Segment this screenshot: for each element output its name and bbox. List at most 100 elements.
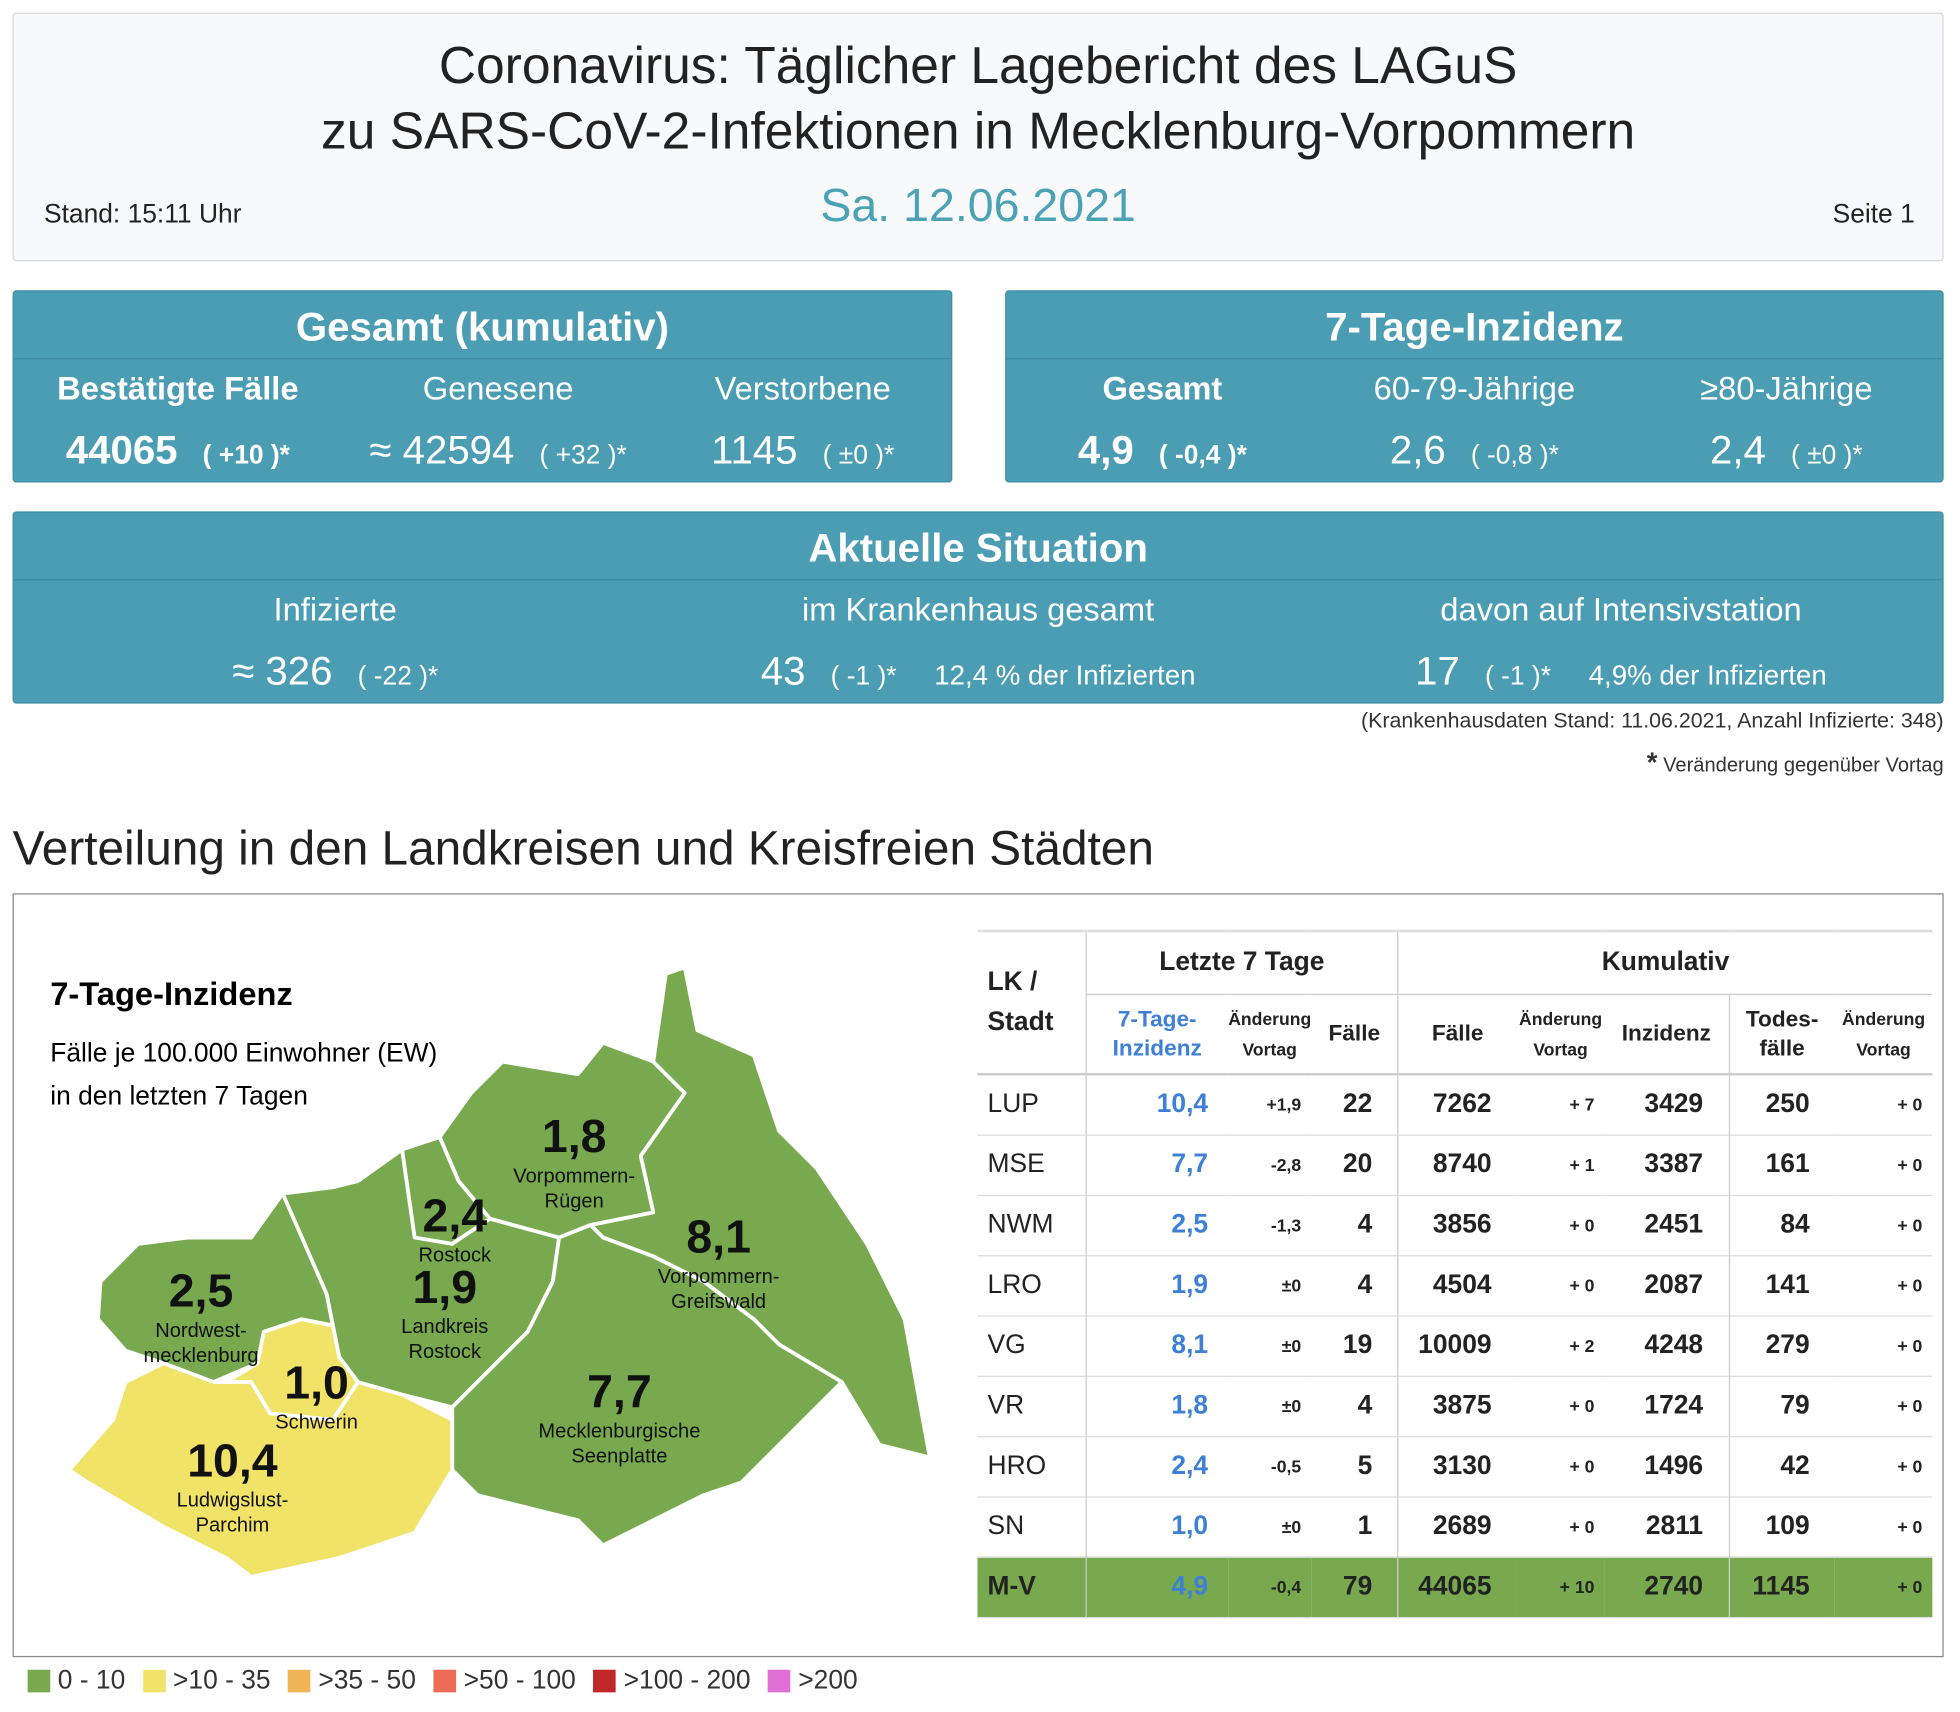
legend-label: 0 - 10 <box>57 1665 126 1695</box>
value: 1145 <box>711 427 798 473</box>
label-row: Gesamt 60-79-Jährige ≥80-Jährige <box>1006 369 1942 408</box>
table-row: LRO 1,9 ±0 4 4504 + 0 2087 141 + 0 <box>977 1255 1933 1316</box>
table-cell: + 0 <box>1897 1456 1923 1477</box>
region-value: 1,8 <box>542 1110 607 1162</box>
table-cell: 1,9 <box>1084 1255 1229 1316</box>
legend-label: >50 - 100 <box>463 1665 576 1695</box>
cell: 2,6 ( -0,8 )* <box>1318 427 1630 473</box>
table-cell: 109 <box>1728 1496 1835 1557</box>
table-cell: 2,4 <box>1084 1436 1229 1497</box>
table-cell: + 0 <box>1569 1395 1595 1416</box>
cell: 2,4 ( ±0 )* <box>1630 427 1942 473</box>
table-cell: VR <box>987 1390 1025 1420</box>
table-cell: + 0 <box>1569 1516 1595 1537</box>
table-cell: ±0 <box>1281 1516 1302 1537</box>
table-cell: LUP <box>987 1089 1039 1119</box>
cell: 60-79-Jährige <box>1318 369 1630 408</box>
cell: 4,9 ( -0,4 )* <box>1006 427 1318 473</box>
header-line: Änderung <box>1228 1008 1312 1029</box>
header-cell: LK / Stadt <box>977 929 1086 1076</box>
region-name: mecklenburg <box>144 1345 259 1367</box>
table-cell: 4504 <box>1397 1255 1517 1316</box>
column-header: 7-Tage- Inzidenz <box>1084 993 1229 1076</box>
legend-item: >35 - 50 <box>288 1666 416 1696</box>
legend-item: >200 <box>768 1666 858 1696</box>
header-line: LK / <box>987 967 1038 997</box>
cell: Bestätigte Fälle <box>14 369 342 408</box>
total-row: M-V 4,9 -0,4 79 44065 + 10 2740 1145 + 0 <box>977 1556 1933 1617</box>
region-name: Mecklenburgische <box>538 1420 700 1442</box>
table-cell: 4 <box>1357 1209 1373 1239</box>
value-row: 4,9 ( -0,4 )* 2,6 ( -0,8 )* 2,4 ( ±0 )* <box>1006 427 1942 473</box>
table-row: MSE 7,7 -2,8 20 8740 + 1 3387 161 + 0 <box>977 1134 1933 1195</box>
table-cell: ±0 <box>1281 1275 1302 1296</box>
header-line: Vortag <box>1533 1038 1588 1059</box>
label-row: Infizierte im Krankenhaus gesamt davon auf… <box>14 591 1943 630</box>
cell: davon auf Intensivstation <box>1300 591 1943 630</box>
section-title: Verteilung in den Landkreisen und Kreisf… <box>12 822 1154 876</box>
region-name: Rostock <box>419 1244 493 1266</box>
region-name: Vorpommern- <box>513 1165 635 1187</box>
legend-item: >10 - 35 <box>142 1666 271 1696</box>
change: ( -0,8 )* <box>1470 440 1559 470</box>
table-cell: + 0 <box>1897 1395 1923 1416</box>
table-cell: ±0 <box>1281 1335 1302 1356</box>
table-cell: ±0 <box>1281 1395 1302 1416</box>
header-line: Vortag <box>1856 1038 1911 1059</box>
label-row: Bestätigte Fälle Genesene Verstorbene <box>14 369 951 408</box>
value: 2,6 <box>1389 427 1446 473</box>
cell: Infizierte <box>14 591 657 630</box>
legend-swatch <box>288 1669 311 1693</box>
label: 60-79-Jährige <box>1373 369 1576 408</box>
cell: im Krankenhaus gesamt <box>657 591 1300 630</box>
table-cell: 3856 <box>1397 1194 1517 1256</box>
table-cell: + 10 <box>1559 1576 1595 1597</box>
page-number: Seite 1 <box>1832 199 1915 229</box>
table-cell: 44065 <box>1397 1556 1517 1617</box>
header-line: 7-Tage- <box>1117 1006 1197 1032</box>
value-row: ≈ 326 ( -22 )* 43 ( -1 )* 12,4 % der Infizie… <box>14 648 1943 694</box>
value: 4,9 <box>1077 427 1134 473</box>
legend-swatch <box>593 1669 617 1693</box>
change: ( -1 )* <box>1485 662 1551 692</box>
header-line: Inzidenz <box>1621 1020 1711 1046</box>
table-cell: 1,8 <box>1084 1375 1229 1437</box>
header-line: Inzidenz <box>1112 1034 1202 1061</box>
table-cell: + 0 <box>1569 1214 1595 1236</box>
value-row: 44065 ( +10 )* ≈ 42594 ( +32 )* 1145 ( ±0 )* <box>14 427 951 473</box>
legend-label: >200 <box>798 1665 858 1695</box>
table-cell: 1 <box>1357 1511 1373 1541</box>
table-cell: M-V <box>987 1571 1036 1601</box>
table-cell: 2,5 <box>1084 1194 1229 1256</box>
region-value: 7,7 <box>587 1365 652 1417</box>
table-cell: MSE <box>987 1149 1045 1179</box>
column-header: Fälle <box>1311 993 1399 1076</box>
legend-label: >35 - 50 <box>318 1665 416 1695</box>
box-title: Gesamt (kumulativ) <box>13 291 952 360</box>
legend-swatch <box>768 1669 791 1693</box>
table-cell: 1145 <box>1728 1556 1835 1617</box>
cell: 1145 ( ±0 )* <box>654 427 951 473</box>
table-cell: 7,7 <box>1084 1134 1229 1195</box>
value: 43 <box>760 648 806 694</box>
region-value: 1,9 <box>412 1261 477 1313</box>
legend-item: 0 - 10 <box>27 1665 126 1696</box>
box-title: Aktuelle Situation <box>13 513 1943 581</box>
table-cell: 84 <box>1728 1194 1835 1256</box>
table-cell: 2811 <box>1645 1511 1704 1541</box>
region-name: Rostock <box>408 1341 482 1363</box>
table-cell: 4248 <box>1644 1330 1704 1360</box>
value: 2,4 <box>1710 427 1766 473</box>
header-line: Änderung <box>1842 1008 1926 1029</box>
star: * <box>1646 746 1658 778</box>
header-line: Fälle <box>1431 1020 1484 1046</box>
date: Sa. 12.06.2021 <box>820 179 1136 232</box>
table-cell: 20 <box>1342 1149 1373 1179</box>
title: Coronavirus: Täglicher Lagebericht des L… <box>438 36 1518 95</box>
header-row: 7-Tage- Inzidenz Änderung Vortag Fälle Fälle Ä… <box>977 993 1933 1076</box>
table-cell: 10009 <box>1397 1315 1517 1376</box>
region-value: 1,0 <box>284 1356 349 1408</box>
